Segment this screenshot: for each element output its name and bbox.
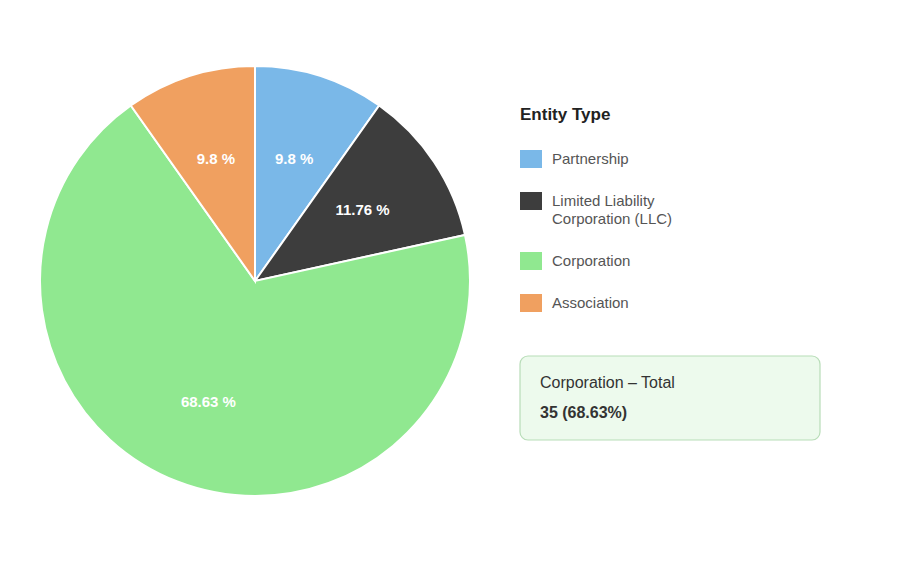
legend-item: Limited LiabilityCorporation (LLC)	[520, 192, 672, 227]
legend-title: Entity Type	[520, 105, 610, 124]
legend: Entity Type Partnership Limited LiabilityC…	[520, 105, 672, 312]
legend-label: Limited LiabilityCorporation (LLC)	[552, 192, 672, 227]
legend-item: Association	[520, 294, 629, 312]
data-label: 11.76 %	[335, 201, 389, 218]
chart-container: 9.8 % 11.76 % 68.63 % 9.8 % Entity Type Partn…	[0, 0, 900, 562]
legend-item: Corporation	[520, 252, 630, 270]
data-label: 68.63 %	[181, 393, 236, 410]
data-label: 9.8 %	[197, 150, 235, 167]
legend-label: Corporation	[552, 252, 630, 269]
legend-swatch	[520, 252, 542, 270]
chart-svg: 9.8 % 11.76 % 68.63 % 9.8 % Entity Type Partn…	[0, 0, 900, 562]
pie	[40, 66, 470, 496]
legend-label: Partnership	[552, 150, 629, 167]
data-label: 9.8 %	[275, 150, 313, 167]
data-labels: 9.8 % 11.76 % 68.63 % 9.8 %	[181, 150, 390, 410]
annotation-box	[520, 356, 820, 440]
annotation: Corporation – Total 35 (68.63%)	[520, 356, 820, 440]
legend-label: Association	[552, 294, 629, 311]
legend-swatch	[520, 294, 542, 312]
annotation-text: 35 (68.63%)	[540, 404, 627, 421]
legend-swatch	[520, 192, 542, 210]
legend-item: Partnership	[520, 150, 629, 168]
annotation-text: Corporation – Total	[540, 374, 675, 391]
legend-swatch	[520, 150, 542, 168]
pie-slice	[131, 66, 255, 281]
